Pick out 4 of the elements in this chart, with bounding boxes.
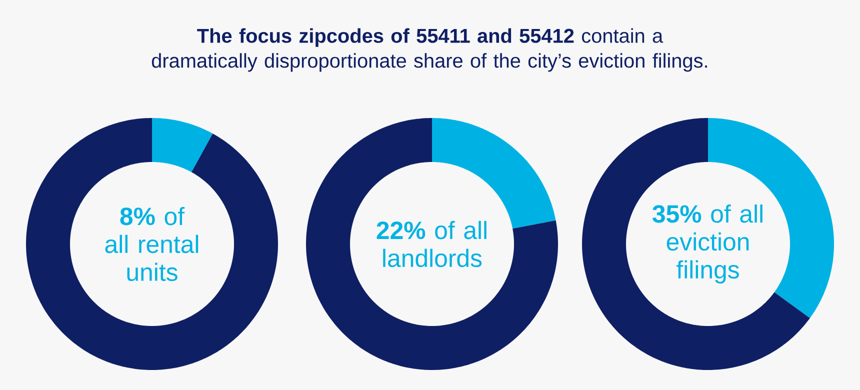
text: 35% of all eviction filings [652,204,762,284]
text: 22% of all landlords [376,220,486,268]
text: The focus zipcodes of 55411 and 55412 contain a dramatically disproportionate share of the city’s eviction filings. [152,28,707,72]
text: 8% of all rental units [105,206,198,282]
